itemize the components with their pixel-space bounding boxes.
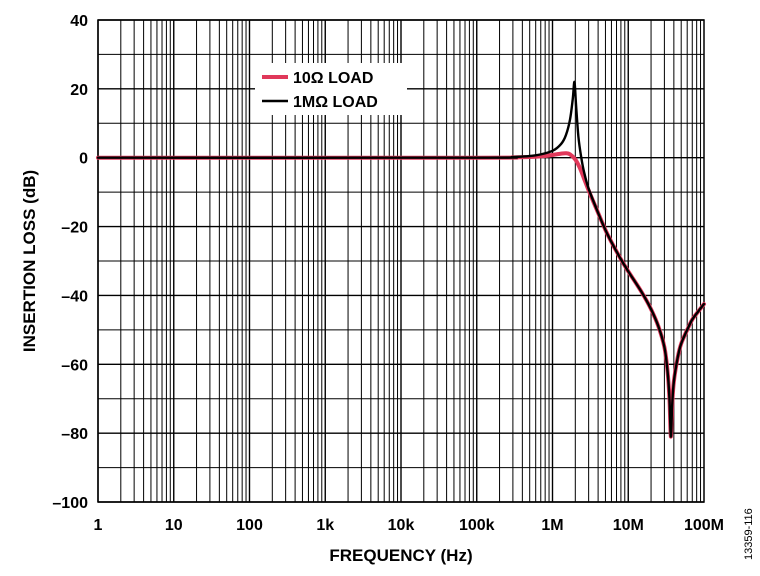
y-tick-label: –20 — [61, 220, 88, 237]
x-tick-label: 10k — [388, 517, 415, 534]
x-axis-title: FREQUENCY (Hz) — [329, 546, 472, 565]
y-tick-label: –60 — [61, 357, 88, 374]
plot-frame — [97, 19, 705, 503]
series-line-1mohm — [96, 80, 706, 438]
y-axis-title: INSERTION LOSS (dB) — [20, 170, 39, 352]
y-tick-label: –100 — [52, 495, 88, 512]
x-tick-label: 10 — [165, 517, 183, 534]
x-tick-label: 10M — [613, 517, 644, 534]
x-tick-label: 100M — [684, 517, 724, 534]
y-tick-label: 0 — [79, 151, 88, 168]
y-tick-label: 40 — [70, 13, 88, 30]
y-tick-label: 20 — [70, 82, 88, 99]
grid — [97, 19, 704, 503]
legend-label-1mohm: 1MΩ LOAD — [293, 94, 378, 111]
legend-label-10ohm: 10Ω LOAD — [293, 70, 373, 87]
x-tick-label: 100k — [459, 517, 495, 534]
x-tick-label: 100 — [236, 517, 263, 534]
x-tick-label: 1M — [541, 517, 563, 534]
y-tick-label: –80 — [61, 426, 88, 443]
x-tick-label: 1 — [94, 517, 103, 534]
figure-id: 13359-116 — [743, 508, 755, 560]
legend: 10Ω LOAD 1MΩ LOAD — [255, 63, 407, 115]
series-group — [96, 80, 706, 439]
y-tick-label: –40 — [61, 288, 88, 305]
legend-background — [255, 63, 407, 115]
x-tick-label: 1k — [316, 517, 334, 534]
tick-labels: 1 10 100 1k 10k 100k 1M 10M 100M 40 20 0 –20 –40 –60 –8… — [52, 13, 724, 534]
